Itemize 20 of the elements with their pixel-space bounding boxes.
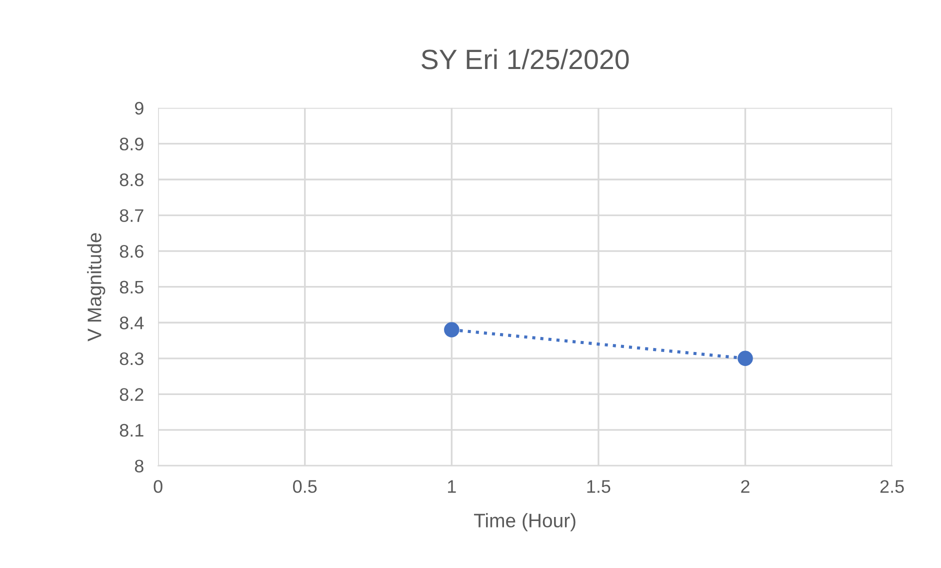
x-tick-label: 0 bbox=[154, 480, 162, 493]
x-tick-label: 2 bbox=[741, 480, 750, 493]
y-tick-label: 8.9 bbox=[120, 138, 144, 150]
y-tick-label: 8.3 bbox=[120, 352, 144, 366]
x-axis-title: Time (Hour) bbox=[474, 513, 576, 532]
y-tick-label: 8.5 bbox=[120, 280, 144, 294]
x-tick-label: 1 bbox=[448, 480, 456, 493]
y-tick-label: 9 bbox=[135, 102, 144, 115]
y-tick-label: 8.7 bbox=[120, 209, 144, 222]
y-tick-label: 8 bbox=[134, 460, 144, 472]
y-tick-label: 8.1 bbox=[120, 424, 144, 437]
x-tick-label: 0.5 bbox=[293, 480, 317, 493]
y-tick-label: 8.4 bbox=[120, 316, 144, 330]
chart-title: SY Eri 1/25/2020 bbox=[422, 48, 629, 70]
x-tick-label: 1.5 bbox=[587, 480, 610, 493]
y-tick-label: 8.6 bbox=[120, 244, 144, 258]
y-axis-title: V Magnitude bbox=[87, 233, 106, 342]
x-tick-label: 2.5 bbox=[880, 480, 904, 493]
y-tick-label: 8.8 bbox=[120, 173, 144, 186]
y-tick-label: 8.2 bbox=[120, 388, 144, 401]
